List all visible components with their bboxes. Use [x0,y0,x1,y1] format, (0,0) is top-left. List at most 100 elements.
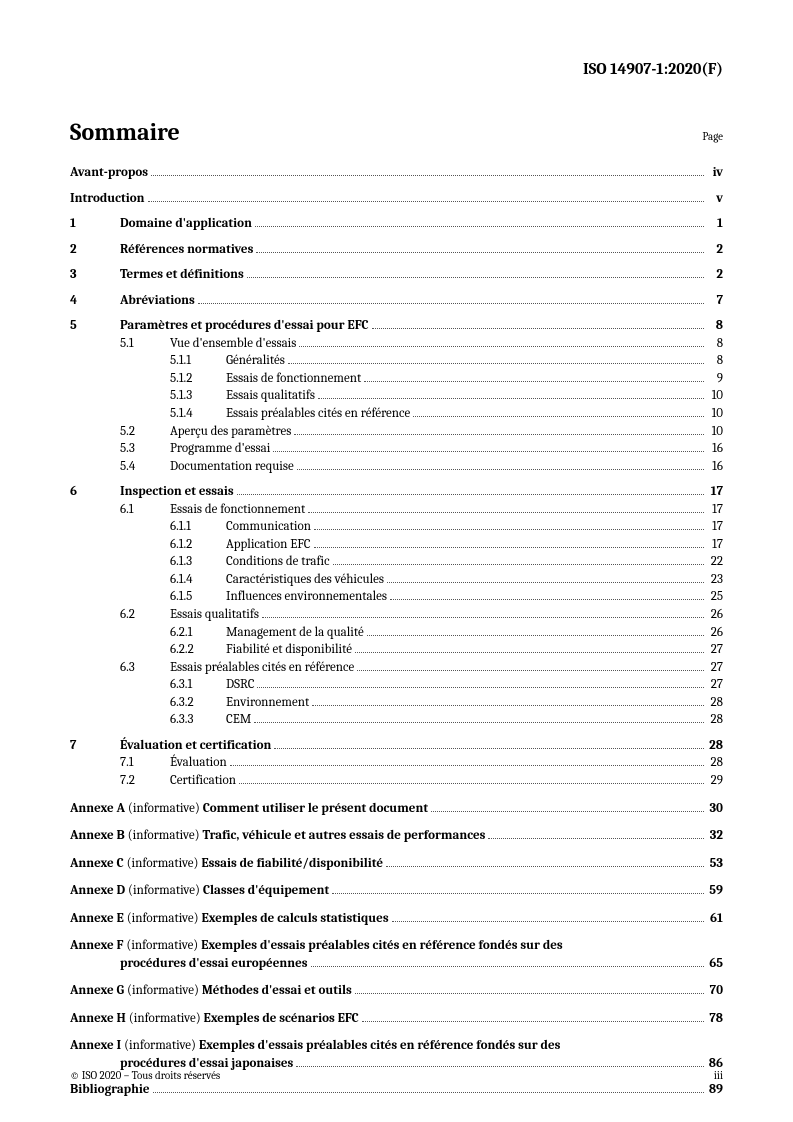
toc-number: 7 [70,737,120,755]
toc-number: 7.2 [70,772,170,790]
toc-label: Environnement [226,694,309,712]
toc-label: Évaluation [170,754,227,772]
toc-entry: Avant-proposiv [70,164,723,182]
toc-label: Conditions de trafic [226,553,330,571]
toc-page: 17 [707,536,723,554]
leader-dots [297,469,704,470]
toc-entry: 6.2Essais qualitatifs26 [70,606,723,624]
toc-number: 6.2.2 [70,641,226,659]
toc-number: 6.1.5 [70,588,226,606]
toc-page: 16 [707,458,723,476]
toc-page: 53 [707,855,723,873]
toc-entry: 5.3Programme d'essai16 [70,440,723,458]
toc-page: 8 [707,317,723,335]
leader-dots [357,670,704,671]
toc-annex-entry: Annexe G (informative) Méthodes d'essai … [70,982,723,1000]
toc-number: 6.3 [70,659,170,677]
table-of-contents: Avant-proposivIntroductionv1Domaine d'ap… [70,164,723,1098]
toc-entry: 7.1Évaluation 28 [70,754,723,772]
toc-label: CEM [226,711,251,729]
toc-page: 32 [707,827,723,845]
page-label: Page [702,130,723,143]
toc-label: Annexe B (informative) Trafic, véhicule … [70,827,485,845]
toc-entry: 7Évaluation et certification28 [70,737,723,755]
leader-dots [254,722,704,723]
leader-dots [311,966,704,967]
toc-number: 5 [70,317,120,335]
toc-label: Annexe H (informative) Exemples de scéna… [70,1010,359,1028]
toc-label: Aperçu des paramètres [170,423,291,441]
toc-number: 6.1 [70,501,170,519]
toc-page: 8 [707,335,723,353]
toc-entry: 5.1.4Essais préalables cités en référenc… [70,405,723,423]
toc-entry: 3Termes et définitions2 [70,266,723,284]
toc-number: 6 [70,483,120,501]
leader-dots [355,652,704,653]
toc-number: 7.1 [70,754,170,772]
leader-dots [362,1021,704,1022]
toc-page: 27 [707,659,723,677]
leader-dots [488,838,704,839]
toc-page: 1 [707,215,723,233]
toc-number: 5.1 [70,335,170,353]
toc-entry: 2Références normatives2 [70,241,723,259]
toc-page: 27 [707,641,723,659]
leader-dots [431,811,704,812]
toc-page: 25 [707,588,723,606]
toc-page: 9 [707,370,723,388]
leader-dots [308,512,704,513]
toc-page: 8 [707,352,723,370]
toc-label: Inspection et essais [120,483,234,501]
leader-dots [148,201,704,202]
toc-page: 65 [707,955,723,973]
leader-dots [294,434,704,435]
toc-entry: 6.3.2Environnement28 [70,694,723,712]
toc-number: 6.3.2 [70,694,226,712]
toc-page: 2 [707,266,723,284]
page: ISO 14907-1:2020(F) Sommaire Page Avant-… [0,0,793,1122]
toc-page: 28 [707,754,723,772]
toc-label: Paramètres et procédures d'essai pour EF… [120,317,369,335]
toc-number: 5.4 [70,458,170,476]
toc-annex-entry: Annexe A (informative) Comment utiliser … [70,800,723,818]
toc-entry: 6.3Essais préalables cités en référence2… [70,659,723,677]
toc-label: Vue d'ensemble d'essais [170,335,296,353]
toc-page: 2 [707,241,723,259]
leader-dots [367,635,704,636]
toc-page: 26 [707,624,723,642]
leader-dots [332,893,704,894]
toc-page: 10 [707,405,723,423]
toc-entry: 6.1.2Application EFC17 [70,536,723,554]
leader-dots [151,175,704,176]
toc-page: 26 [707,606,723,624]
toc-page: 59 [707,882,723,900]
toc-page: 17 [707,501,723,519]
toc-page: 16 [707,440,723,458]
toc-label: Domaine d'application [120,215,252,233]
leader-dots [256,252,704,253]
toc-number: 6.1.1 [70,518,226,536]
toc-page: 28 [707,737,723,755]
toc-entry: 6.3.3CEM28 [70,711,723,729]
leader-dots [274,748,704,749]
toc-label: Abréviations [120,292,195,310]
toc-page: 61 [707,910,723,928]
toc-label: Fiabilité et disponibilité [226,641,352,659]
leader-dots [255,226,704,227]
leader-dots [257,687,704,688]
toc-entry: 4Abréviations7 [70,292,723,310]
toc-page: 17 [707,483,723,501]
toc-annex-entry: Annexe D (informative) Classes d'équipem… [70,882,723,900]
leader-dots [237,494,704,495]
leader-dots [390,599,704,600]
toc-number: 6.3.3 [70,711,226,729]
toc-label: Essais préalables cités en référence [226,405,410,423]
toc-number: 6.1.3 [70,553,226,571]
toc-label: Application EFC [226,536,311,554]
leader-dots [239,783,704,784]
leader-dots [247,277,704,278]
leader-dots [198,303,704,304]
doc-id: ISO 14907-1:2020(F) [70,60,723,78]
leader-dots [364,381,704,382]
toc-label: Annexe A (informative) Comment utiliser … [70,800,428,818]
